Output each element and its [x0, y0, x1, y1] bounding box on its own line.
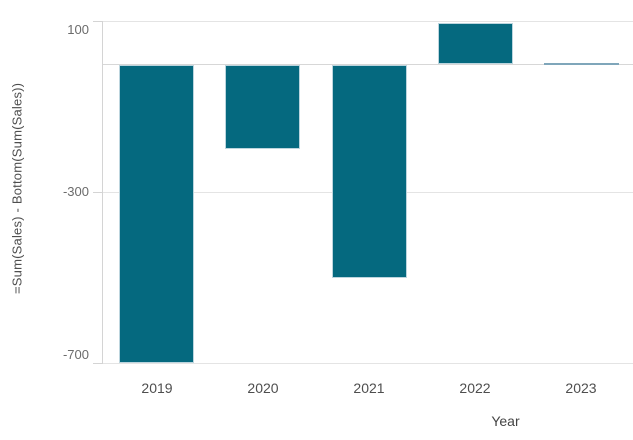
y-tick-label: 100	[67, 22, 89, 37]
gridline	[102, 21, 633, 22]
y-tick-label: -700	[62, 347, 89, 362]
y-axis-tick	[93, 363, 102, 364]
x-axis-title: Year	[491, 413, 520, 429]
x-tick-label-2023: 2023	[565, 380, 597, 396]
bar-2019[interactable]	[119, 65, 194, 363]
bar-2020[interactable]	[225, 65, 300, 149]
y-axis-line	[102, 21, 103, 364]
y-axis-tick	[93, 21, 102, 22]
y-axis-title: =Sum(Sales) - Bottom(Sum(Sales))	[9, 82, 25, 294]
y-axis-tick	[93, 192, 102, 193]
bar-2021[interactable]	[332, 65, 407, 278]
gridline	[102, 363, 633, 364]
bar-2023[interactable]	[544, 63, 619, 65]
y-tick-label: -300	[62, 184, 89, 199]
x-tick-label-2022: 2022	[459, 380, 491, 396]
x-tick-label-2019: 2019	[141, 380, 173, 396]
x-tick-label-2020: 2020	[247, 380, 279, 396]
zero-line	[102, 64, 633, 65]
bar-2022[interactable]	[438, 23, 513, 64]
x-tick-label-2021: 2021	[353, 380, 385, 396]
